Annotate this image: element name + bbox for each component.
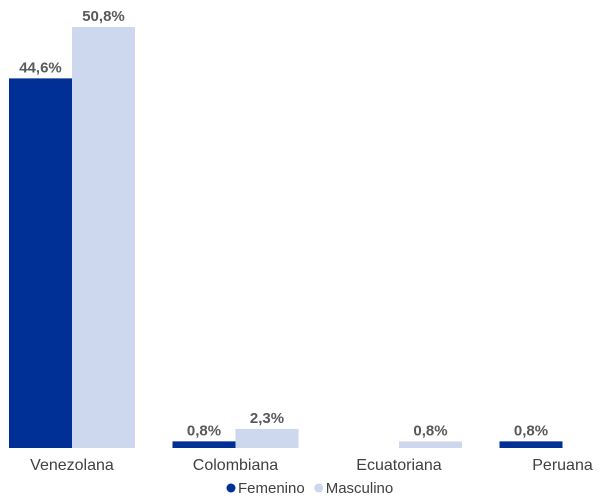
data-label-femenino-venezolana: 44,6% (19, 59, 62, 76)
bar-masculino-venezolana (72, 27, 135, 448)
bar-masculino-colombiana (235, 428, 299, 448)
legend-item-femenino: Femenino (226, 480, 305, 497)
legend-label-femenino: Femenino (238, 480, 305, 497)
bar-masculino-ecuatoriana (399, 441, 462, 448)
legend-label-masculino: Masculino (326, 480, 394, 497)
bars-layer (9, 27, 563, 448)
bar-femenino-venezolana (9, 78, 72, 448)
bar-femenino-colombiana (172, 441, 236, 448)
data-label-masculino-venezolana: 50,8% (82, 8, 125, 25)
category-label-venezolana: Venezolana (30, 457, 114, 474)
legend: Femenino Masculino (226, 480, 393, 497)
category-label-ecuatoriana: Ecuatoriana (356, 457, 441, 474)
legend-marker-femenino (226, 483, 236, 493)
data-label-masculino-ecuatoriana: 0,8% (413, 422, 447, 439)
data-label-femenino-colombiana: 0,8% (187, 422, 221, 439)
category-label-colombiana: Colombiana (193, 457, 278, 474)
legend-item-masculino: Masculino (314, 480, 393, 497)
data-label-femenino-peruana: 0,8% (514, 422, 548, 439)
category-labels-layer: Venezolana Colombiana Ecuatoriana Peruana (30, 457, 593, 474)
value-labels-layer: 44,6% 50,8% 0,8% 2,3% 0,8% 0,8% (19, 8, 548, 439)
legend-marker-masculino (314, 483, 324, 493)
category-label-peruana: Peruana (532, 457, 593, 474)
data-label-masculino-colombiana: 2,3% (250, 410, 284, 427)
bar-femenino-peruana (499, 441, 563, 448)
